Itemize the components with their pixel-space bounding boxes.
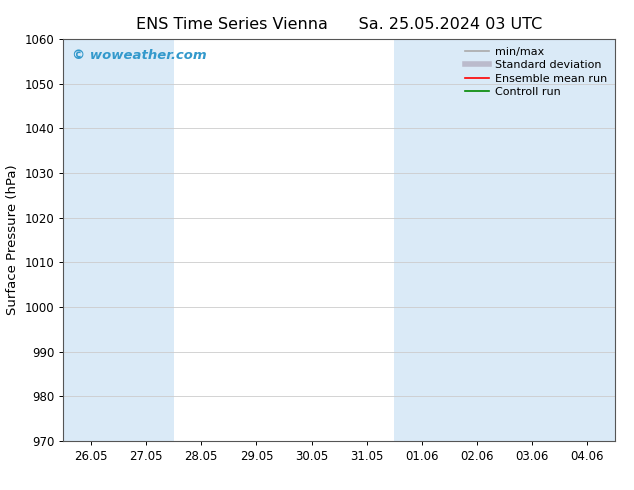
Bar xyxy=(505,39,560,441)
Title: ENS Time Series Vienna      Sa. 25.05.2024 03 UTC: ENS Time Series Vienna Sa. 25.05.2024 03… xyxy=(136,18,542,32)
Bar xyxy=(450,39,505,441)
Bar xyxy=(119,39,174,441)
Text: © woweather.com: © woweather.com xyxy=(72,49,206,62)
Bar xyxy=(394,39,450,441)
Y-axis label: Surface Pressure (hPa): Surface Pressure (hPa) xyxy=(6,165,19,316)
Legend: min/max, Standard deviation, Ensemble mean run, Controll run: min/max, Standard deviation, Ensemble me… xyxy=(460,43,612,101)
Bar xyxy=(560,39,615,441)
Bar xyxy=(63,39,119,441)
